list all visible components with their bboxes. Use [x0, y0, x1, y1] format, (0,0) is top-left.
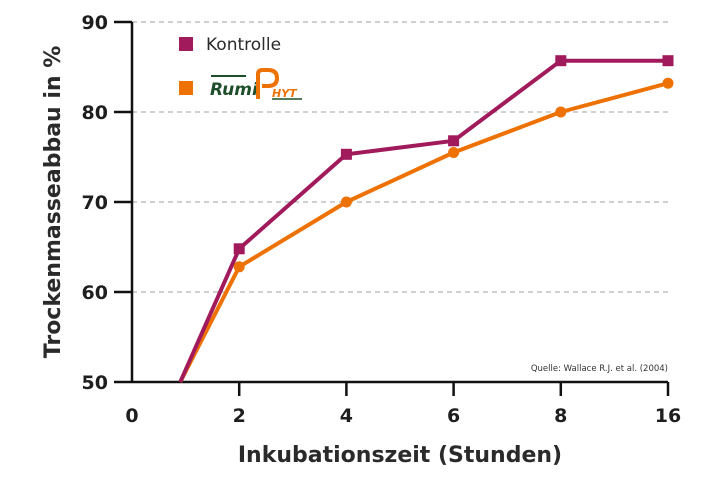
source-note: Quelle: Wallace R.J. et al. (2004) — [531, 364, 668, 374]
legend-marker-square-orange — [179, 81, 193, 95]
logo-p-icon — [256, 68, 280, 99]
rumiphyt-logo: Rumi P HYT — [210, 68, 302, 100]
x-ticks: 0 2 4 6 8 16 — [125, 382, 681, 427]
data-point-rumiphyt — [233, 261, 245, 273]
y-tick-label: 90 — [82, 12, 108, 34]
x-tick-label: 8 — [554, 405, 567, 427]
legend-item-rumiphyt: Rumi P HYT — [179, 68, 302, 100]
y-tick-label: 80 — [82, 102, 108, 124]
logo-text-rumi: Rumi — [210, 80, 259, 100]
y-tick-label: 60 — [82, 282, 108, 304]
data-point-kontrolle — [340, 148, 352, 160]
legend: Kontrolle Rumi P HYT — [179, 35, 302, 100]
logo-text-hyt: HYT — [272, 87, 298, 100]
data-point-rumiphyt — [340, 196, 352, 208]
x-tick-label: 6 — [447, 405, 460, 427]
x-tick-label: 16 — [655, 405, 681, 427]
data-point-kontrolle — [662, 55, 674, 67]
data-point-kontrolle — [448, 135, 460, 147]
x-axis-title: Inkubationszeit (Stunden) — [238, 443, 562, 468]
data-point-kontrolle — [555, 55, 567, 67]
legend-item-kontrolle: Kontrolle — [179, 35, 281, 55]
y-tick-label: 50 — [82, 372, 108, 394]
x-tick-label: 4 — [340, 405, 353, 427]
x-tick-label: 2 — [233, 405, 246, 427]
series-group — [178, 55, 674, 383]
legend-marker-square — [179, 37, 193, 51]
series-line-rumiphyt — [178, 81, 669, 383]
data-point-rumiphyt — [662, 77, 674, 89]
data-point-kontrolle — [233, 243, 245, 255]
y-ticks: 50 60 70 80 90 — [82, 12, 132, 394]
series-line-kontrolle — [178, 58, 668, 383]
x-tick-label: 0 — [125, 405, 138, 427]
data-point-rumiphyt — [448, 147, 460, 158]
data-point-rumiphyt — [555, 106, 567, 118]
y-axis-title: Trockenmasseabbau in % — [41, 46, 66, 359]
y-tick-label: 70 — [82, 192, 108, 214]
legend-label-kontrolle: Kontrolle — [206, 35, 281, 55]
